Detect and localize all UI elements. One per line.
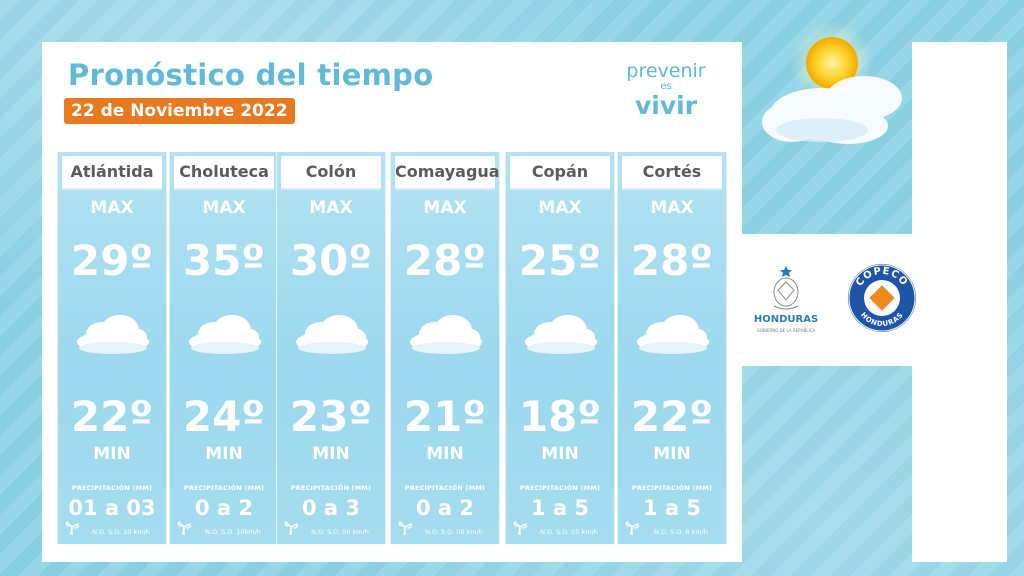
max-label: MAX (309, 198, 353, 218)
cloud-icon (77, 315, 149, 354)
precipitation-label: PRECIPITACIÓN (MM) (183, 484, 265, 492)
date-badge: 22 de Noviembre 2022 (64, 98, 295, 124)
department-name: Atlántida (62, 156, 162, 190)
department-name: Comayagua (395, 156, 500, 190)
cloud-icon (296, 315, 368, 354)
max-temperature: 29º (70, 236, 154, 285)
cloud-icon (525, 315, 597, 354)
min-label: MIN (653, 444, 691, 464)
precipitation-value: 01 a 03 (68, 496, 156, 520)
min-temperature: 22º (70, 392, 154, 441)
precipitation-value: 1 a 5 (530, 496, 590, 520)
precipitation-label: PRECIPITACIÓN (MM) (519, 484, 601, 492)
wind-icon (284, 521, 298, 535)
brand-line-2: es (660, 81, 672, 92)
wind-icon (625, 521, 639, 535)
wind-info: N.O. S.O. 8 km/h (654, 528, 708, 536)
max-label: MAX (650, 198, 694, 218)
max-label: MAX (202, 198, 246, 218)
min-label: MIN (541, 444, 579, 464)
precipitation-label: PRECIPITACIÓN (MM) (290, 484, 372, 492)
wind-icon (398, 521, 412, 535)
cloud-icon (410, 315, 482, 354)
precipitation-value: 0 a 2 (194, 496, 254, 520)
forecast-card: Copán MAX 25º 18º MIN PRECIPITACIÓN (MM)… (505, 152, 615, 544)
brand-line-1: prevenir (626, 60, 706, 82)
precipitation-value: 1 a 5 (642, 496, 702, 520)
forecast-card: Colón MAX 30º 23º MIN PRECIPITACIÓN (MM)… (276, 152, 386, 544)
precipitation-value: 0 a 2 (415, 496, 475, 520)
max-temperature: 28º (630, 236, 714, 285)
min-label: MIN (312, 444, 350, 464)
copeco-logo-icon: COPECO HONDURAS (848, 264, 916, 332)
precipitation-label: PRECIPITACIÓN (MM) (71, 484, 153, 492)
max-label: MAX (423, 198, 467, 218)
department-name: Copán (510, 156, 610, 190)
max-temperature: 25º (518, 236, 602, 285)
min-temperature: 22º (630, 392, 714, 441)
max-temperature: 28º (403, 236, 487, 285)
min-label: MIN (205, 444, 243, 464)
precipitation-value: 0 a 3 (301, 496, 361, 520)
wind-info: N.O. S.O. 08 km/h (311, 528, 369, 536)
brand-line-3: vivir (634, 91, 698, 120)
honduras-name: HONDURAS (753, 314, 819, 325)
honduras-seal-icon (773, 266, 799, 310)
wind-info: N.O. S.O. 10km/h (205, 528, 261, 536)
min-temperature: 18º (518, 392, 602, 441)
sun-cloud-icon (762, 21, 902, 144)
cloud-icon (189, 315, 261, 354)
department-name: Colón (281, 156, 381, 190)
max-temperature: 30º (289, 236, 373, 285)
wind-icon (513, 521, 527, 535)
wind-icon (177, 521, 191, 535)
forecast-card: Atlántida MAX 29º 22º MIN PRECIPITACIÓN … (57, 152, 167, 544)
h-shape-right-bottom (912, 366, 1007, 562)
min-label: MIN (93, 444, 131, 464)
department-name: Cortés (622, 156, 722, 190)
h-shape-right-top (912, 42, 1007, 234)
wind-info: N.O. S.O. 05 km/h (540, 528, 598, 536)
forecast-card: Cortés MAX 28º 22º MIN PRECIPITACIÓN (MM… (617, 152, 727, 544)
wind-icon (65, 521, 79, 535)
forecast-card: Choluteca MAX 35º 24º MIN PRECIPITACIÓN … (169, 152, 279, 544)
honduras-subtitle: GOBIERNO DE LA REPÚBLICA (756, 328, 816, 333)
max-temperature: 35º (182, 236, 266, 285)
max-label: MAX (90, 198, 134, 218)
page-title: Pronóstico del tiempo (68, 58, 434, 92)
min-temperature: 21º (403, 392, 487, 441)
forecast-card: Comayagua MAX 28º 21º MIN PRECIPITACIÓN … (390, 152, 500, 544)
min-temperature: 23º (289, 392, 373, 441)
wind-info: N.O. S.O. 08 km/h (425, 528, 483, 536)
precipitation-label: PRECIPITACIÓN (MM) (404, 484, 486, 492)
max-label: MAX (538, 198, 582, 218)
cloud-icon (637, 315, 709, 354)
min-label: MIN (426, 444, 464, 464)
honduras-logo: HONDURAS GOBIERNO DE LA REPÚBLICA (742, 262, 830, 346)
min-temperature: 24º (182, 392, 266, 441)
wind-info: N.O. S.O. 10 km/h (92, 528, 150, 536)
prevenir-es-vivir-logo: prevenir es vivir (612, 60, 720, 120)
department-name: Choluteca (174, 156, 274, 190)
precipitation-label: PRECIPITACIÓN (MM) (631, 484, 713, 492)
